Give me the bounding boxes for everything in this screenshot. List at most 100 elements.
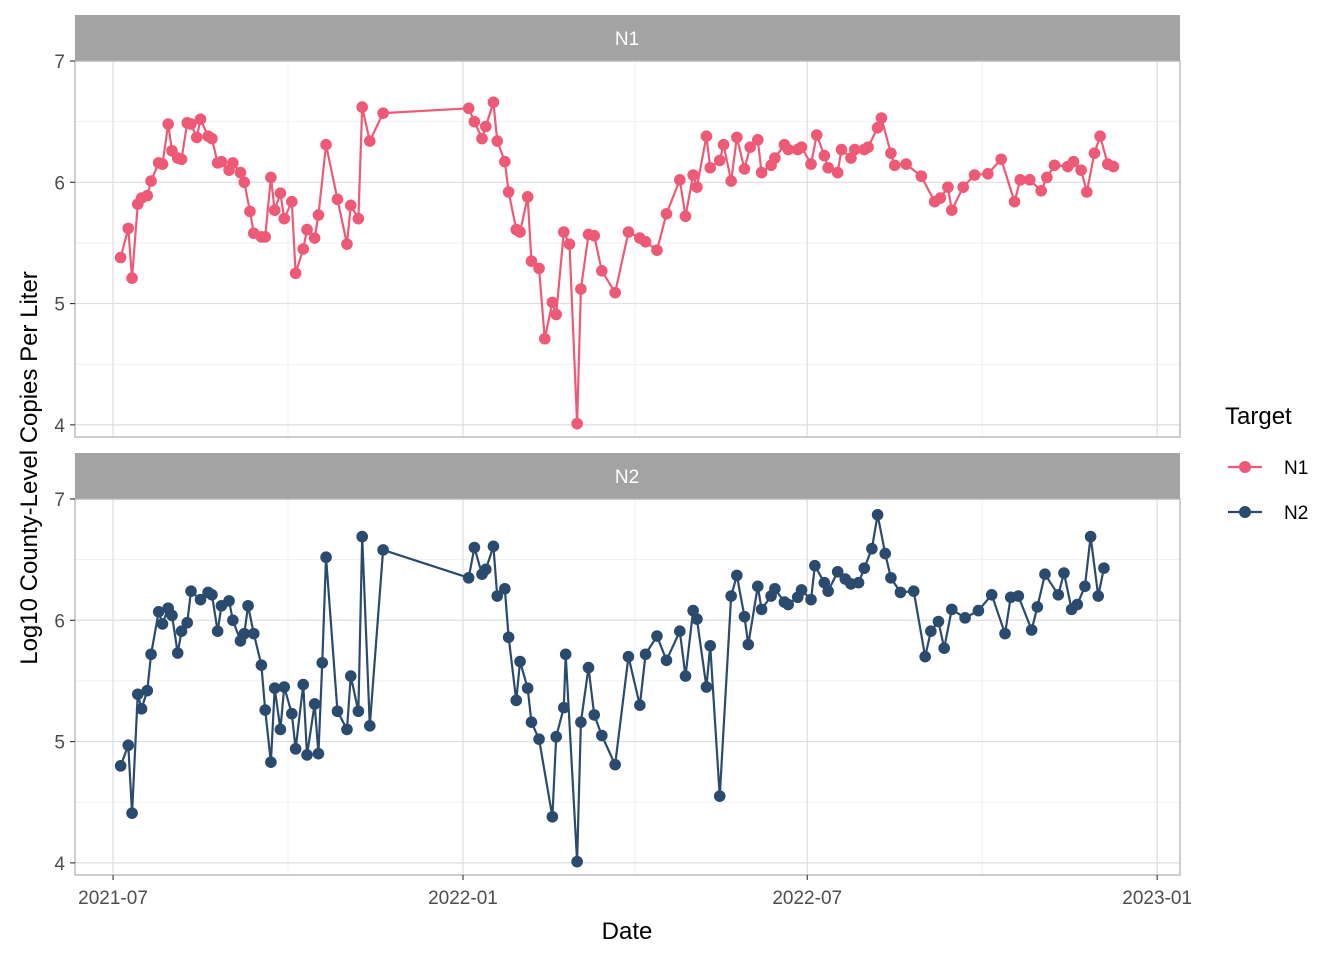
data-point — [738, 610, 751, 623]
data-point — [265, 171, 277, 184]
y-tick-label: 4 — [54, 416, 65, 437]
data-point — [1094, 130, 1106, 142]
data-point — [135, 703, 148, 715]
data-point — [206, 132, 218, 145]
data-point — [206, 589, 218, 601]
data-point — [286, 707, 298, 720]
data-point — [301, 223, 313, 236]
data-point — [352, 212, 365, 225]
data-point — [480, 120, 492, 133]
data-point — [571, 855, 583, 868]
data-point — [1052, 589, 1065, 601]
data-point — [1079, 580, 1091, 593]
data-point — [156, 618, 169, 630]
data-point — [268, 204, 281, 216]
x-axis-title: Date — [602, 918, 653, 945]
data-point — [885, 147, 897, 159]
data-point — [609, 758, 621, 771]
data-point — [141, 684, 154, 697]
data-point — [278, 212, 291, 225]
data-point — [557, 701, 570, 714]
data-point — [487, 540, 500, 553]
data-point — [691, 181, 703, 193]
data-point — [462, 102, 475, 115]
series-n1 — [114, 96, 1120, 430]
data-point — [190, 131, 203, 144]
data-point — [499, 155, 511, 168]
data-point — [1023, 174, 1036, 186]
data-point — [344, 670, 357, 682]
data-point — [957, 181, 969, 193]
data-point — [704, 161, 717, 174]
data-point — [352, 705, 365, 718]
data-point — [704, 639, 717, 652]
panel-n1: N1 4 5 6 7 — [54, 15, 1181, 438]
data-point — [915, 170, 928, 183]
data-point — [289, 743, 302, 755]
data-point — [687, 169, 699, 181]
x-tick-label: 2022-07 — [772, 888, 842, 909]
data-point — [959, 612, 971, 624]
data-point — [238, 176, 251, 189]
data-point — [363, 135, 376, 147]
data-point — [660, 654, 673, 667]
data-point — [297, 243, 310, 255]
data-point — [810, 129, 823, 141]
data-point — [1058, 567, 1070, 579]
data-point — [1041, 171, 1053, 184]
y-tick-label: 6 — [54, 173, 65, 194]
data-point — [194, 593, 207, 606]
data-point — [782, 598, 795, 611]
data-point — [175, 625, 188, 638]
y-tick-label: 4 — [54, 854, 65, 875]
data-point — [242, 599, 254, 612]
data-point — [331, 705, 344, 718]
data-point — [1088, 147, 1101, 159]
data-point — [1012, 590, 1025, 602]
data-point — [700, 130, 713, 142]
x-axis: 2021-07 2022-01 2022-07 2023-01 — [78, 875, 1192, 909]
data-point — [462, 572, 475, 584]
data-point — [559, 648, 572, 661]
data-point — [533, 733, 545, 745]
legend-title: Target — [1225, 403, 1292, 430]
data-point — [831, 166, 844, 179]
data-point — [700, 681, 713, 693]
data-point — [1081, 186, 1093, 198]
data-point — [521, 682, 534, 695]
data-point — [550, 730, 562, 743]
data-point — [487, 96, 500, 109]
data-point — [377, 544, 389, 556]
data-point — [809, 559, 821, 572]
data-point — [525, 716, 538, 728]
data-point — [344, 199, 357, 212]
data-point — [480, 563, 492, 576]
data-point — [879, 547, 892, 560]
data-point — [782, 143, 795, 156]
data-point — [502, 631, 515, 644]
data-point — [476, 132, 488, 145]
data-point — [900, 158, 912, 170]
data-point — [152, 606, 165, 618]
data-point — [491, 590, 504, 602]
data-point — [1098, 562, 1110, 574]
data-point — [651, 630, 663, 642]
data-point — [308, 698, 321, 710]
data-point — [211, 625, 224, 638]
data-point — [942, 181, 954, 193]
legend-key-point — [1239, 506, 1251, 518]
data-point — [660, 208, 673, 220]
data-point — [320, 138, 332, 151]
data-point — [858, 562, 871, 574]
data-point — [1035, 184, 1047, 197]
data-point — [725, 175, 737, 187]
data-point — [1025, 624, 1038, 636]
data-point — [731, 569, 743, 582]
data-point — [141, 189, 154, 202]
data-point — [259, 704, 271, 716]
data-point — [888, 159, 901, 172]
data-point — [609, 286, 621, 299]
data-point — [639, 235, 652, 248]
data-point — [308, 232, 321, 244]
